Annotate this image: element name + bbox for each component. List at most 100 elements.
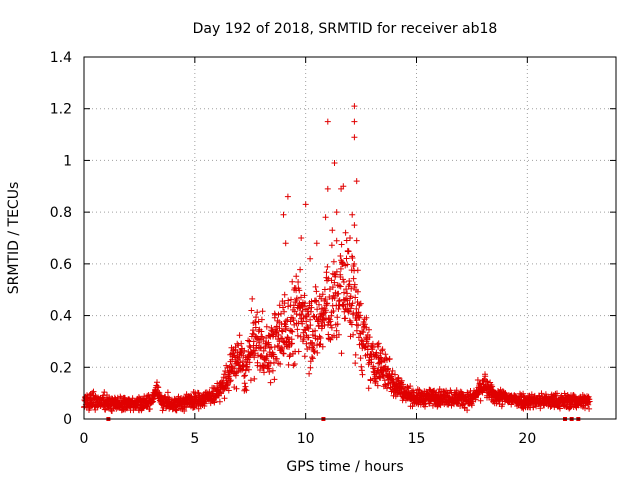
- data-point: [261, 369, 267, 376]
- data-point: [345, 308, 352, 315]
- data-point: [227, 378, 234, 385]
- data-point: [267, 360, 274, 367]
- data-point: [268, 324, 275, 331]
- data-point: [289, 328, 296, 335]
- data-point: [294, 326, 301, 333]
- data-point: [328, 242, 335, 249]
- data-point: [384, 385, 390, 392]
- data-point: [586, 405, 593, 412]
- data-point: [351, 118, 358, 125]
- data-point: [146, 406, 153, 412]
- data-point: [336, 297, 343, 304]
- data-point: [374, 382, 381, 389]
- data-point: [302, 201, 309, 208]
- data-point: [351, 134, 358, 141]
- data-point: [269, 367, 276, 374]
- data-point: [307, 316, 314, 323]
- data-point: [350, 275, 357, 282]
- data-point: [398, 377, 405, 384]
- data-point: [242, 383, 249, 390]
- data-point: [333, 327, 340, 334]
- data-point: [349, 211, 356, 218]
- data-point: [554, 390, 560, 397]
- data-point: [322, 214, 329, 221]
- data-point: [221, 395, 228, 402]
- data-point: [338, 241, 345, 248]
- data-point: [317, 335, 324, 341]
- data-point: [266, 368, 273, 375]
- data-point: [353, 178, 360, 185]
- data-point: [242, 372, 248, 379]
- y-tick-label: 0.6: [50, 257, 72, 273]
- data-point: [289, 340, 295, 347]
- data-point: [281, 291, 288, 298]
- data-point: [295, 279, 302, 285]
- x-tick-label: 5: [190, 431, 199, 447]
- data-point: [407, 383, 414, 390]
- x-tick-labels: 0 5 10 15 20: [80, 431, 537, 447]
- data-point: [379, 346, 386, 353]
- data-point: [248, 307, 255, 314]
- data-point: [252, 319, 259, 326]
- x-tick-label: 20: [518, 431, 536, 447]
- data-point: [307, 308, 314, 315]
- data-point: [333, 237, 340, 244]
- data-point: [307, 255, 314, 262]
- data-point: [276, 302, 283, 309]
- data-point: [313, 288, 320, 295]
- data-point: [263, 323, 270, 330]
- data-point: [250, 338, 257, 345]
- data-point: [352, 351, 359, 358]
- data-point: [340, 279, 347, 285]
- data-point: [382, 351, 389, 358]
- data-point: [361, 321, 368, 328]
- data-point: [271, 344, 278, 351]
- data-point: [341, 289, 347, 296]
- data-point: [195, 390, 202, 396]
- data-point: [291, 361, 298, 367]
- data-point: [273, 355, 280, 362]
- data-point: [342, 229, 349, 236]
- data-point: [293, 295, 300, 302]
- data-point: [256, 339, 263, 346]
- data-point: [241, 373, 248, 380]
- data-point: [227, 377, 234, 384]
- data-point: [319, 291, 326, 298]
- data-point: [349, 255, 356, 261]
- data-point: [277, 361, 284, 367]
- y-tick-label: 0: [63, 412, 72, 428]
- data-point: [224, 381, 231, 388]
- data-point: [353, 327, 360, 334]
- data-point: [90, 388, 97, 395]
- data-point: [309, 355, 316, 362]
- data-point: [339, 259, 346, 266]
- data-point: [290, 362, 297, 369]
- data-point: [87, 396, 94, 403]
- data-point: [386, 355, 393, 362]
- data-point: [343, 237, 350, 244]
- data-point: [280, 211, 287, 218]
- y-tick-label: 1.4: [50, 50, 72, 66]
- data-point: [311, 348, 318, 355]
- data-point: [211, 398, 218, 405]
- data-point: [279, 328, 286, 335]
- chart-title: Day 192 of 2018, SRMTID for receiver ab1…: [193, 21, 498, 37]
- data-point: [357, 300, 364, 307]
- data-point: [586, 398, 593, 405]
- data-point: [344, 247, 351, 254]
- data-point: [333, 268, 340, 275]
- data-point: [373, 352, 380, 359]
- data-point: [355, 322, 362, 329]
- data-point: [464, 407, 471, 414]
- data-point: [258, 328, 265, 335]
- data-point: [329, 227, 336, 234]
- data-point: [271, 359, 277, 366]
- data-point: [298, 311, 305, 318]
- data-point: [357, 312, 364, 319]
- data-point: [483, 378, 490, 385]
- data-point: [355, 309, 362, 316]
- data-point: [310, 313, 317, 320]
- x-tick-label: 10: [297, 431, 315, 447]
- data-point: [323, 269, 330, 276]
- data-point: [166, 395, 173, 402]
